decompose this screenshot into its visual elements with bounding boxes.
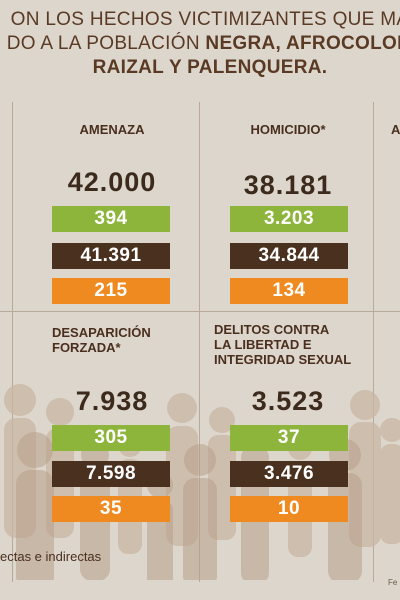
orange-bar: 215 [52,278,170,304]
total-value: 42.000 [67,167,157,197]
header-line-1: ON LOS HECHOS VICTIMIZANTES QUE MA [10,9,400,30]
vertical-divider-middle [199,102,200,582]
source-note: Fe [388,578,398,587]
header-line-2: DO A LA POBLACIÓN NEGRA, AFROCOLOM [0,32,400,56]
total-value: 3.523 [251,386,325,416]
vertical-divider-left [12,102,13,582]
orange-bar: 10 [230,496,348,522]
green-bar: 305 [52,425,170,451]
orange-bar: 35 [52,496,170,522]
orange-bar: 134 [230,278,348,304]
green-bar: 394 [52,206,170,232]
header-line-3: RAIZAL Y PALENQUERA. [92,57,328,78]
brown-bar: 41.391 [52,243,170,269]
cell-title: AMENAZA [79,122,145,137]
brown-bar: 34.844 [230,243,348,269]
total-value: 38.181 [243,170,333,200]
header-line-2-prefix: DO A LA POBLACIÓN [6,33,206,54]
horizontal-divider [0,311,400,312]
vertical-divider-right [373,102,374,582]
cell-title: HOMICIDIO* [250,122,326,137]
footer-note: ectas e indirectas [0,549,102,564]
green-bar: 37 [230,425,348,451]
green-bar: 3.203 [230,206,348,232]
partial-cell-title: A [391,122,400,137]
cell-title: DESAPARICIÓN FORZADA* [52,325,151,355]
brown-bar: 3.476 [230,461,348,487]
total-value: 7.938 [75,386,149,416]
infographic-header: ON LOS HECHOS VICTIMIZANTES QUE MA DO A … [0,8,400,80]
cell-title: DELITOS CONTRA LA LIBERTAD E INTEGRIDAD … [214,322,352,367]
brown-bar: 7.598 [52,461,170,487]
header-line-2-highlight: NEGRA, AFROCOLOM [205,33,400,54]
